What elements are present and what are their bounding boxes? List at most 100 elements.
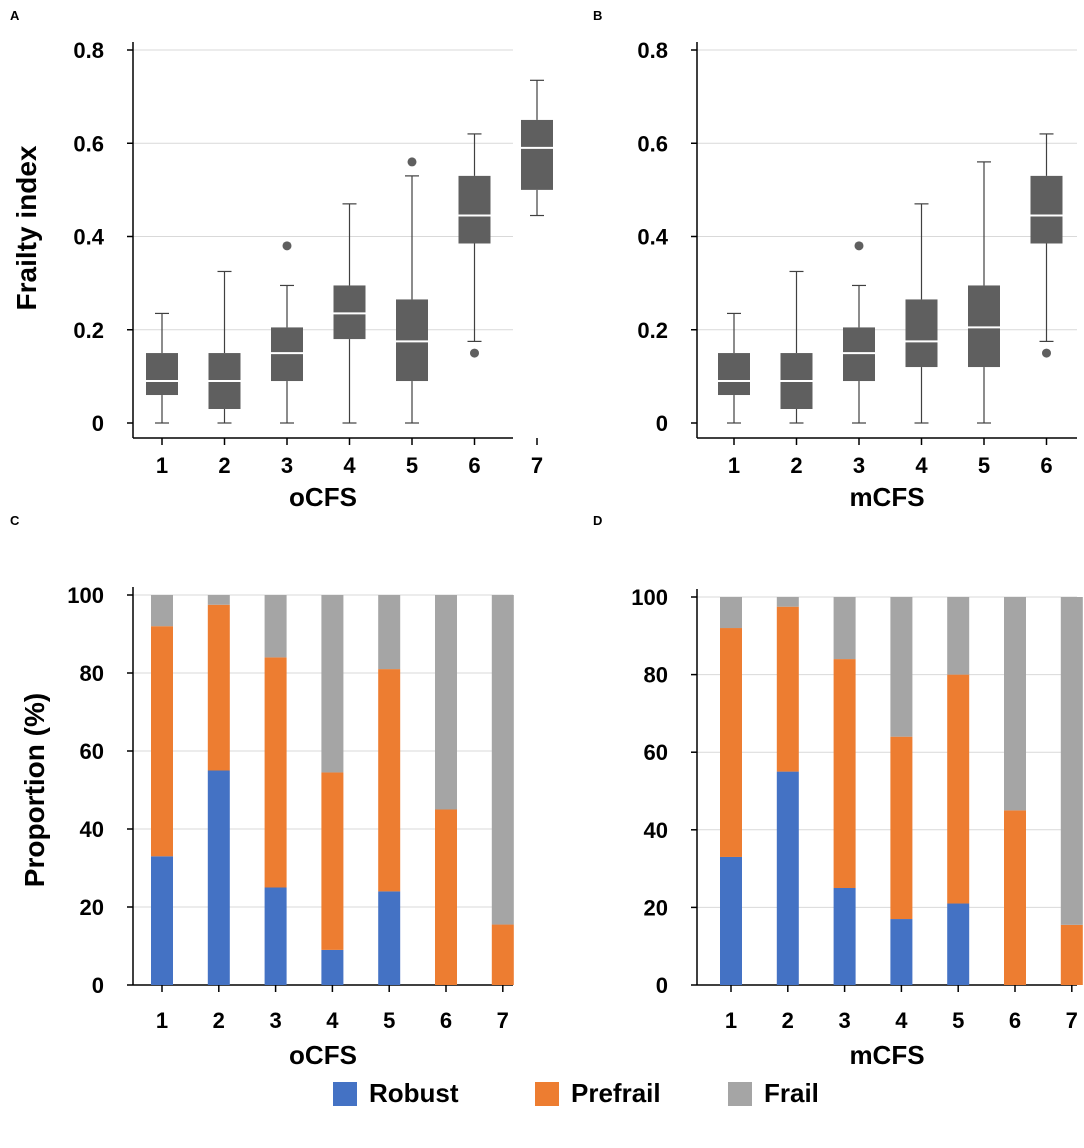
bar-d-robust-1 bbox=[720, 856, 742, 985]
bar-c-robust-3 bbox=[264, 887, 287, 985]
panel-b-ytick-label: 0 bbox=[656, 411, 668, 436]
panel-b-ytick-label: 0.8 bbox=[637, 38, 668, 63]
panel-d-xtick-label: 5 bbox=[952, 1008, 964, 1033]
box-b-3 bbox=[843, 327, 875, 382]
box-a-1 bbox=[146, 353, 178, 396]
legend-item-robust: Robust bbox=[333, 1078, 459, 1109]
panel-b-xtick-label: 5 bbox=[978, 453, 990, 478]
figure: A 0 0.2 0.4 0.6 0.8 1 2 3 4 5 6 7 oCFS Frailty index B 0… bbox=[10, 8, 1083, 1070]
legend: Robust Prefrail Frail bbox=[0, 1078, 1084, 1148]
bar-d-frail-3 bbox=[833, 597, 856, 660]
panel-d-x-axis-title: mCFS bbox=[849, 1040, 924, 1070]
bar-c-prefrail-3 bbox=[264, 657, 287, 888]
panel-a-xtick-label: 5 bbox=[406, 453, 418, 478]
bar-c-prefrail-7 bbox=[491, 924, 514, 985]
box-a-5 bbox=[396, 299, 428, 382]
panel-b-x-axis-title: mCFS bbox=[849, 482, 924, 512]
box-b-4 bbox=[905, 299, 938, 368]
bar-c-prefrail-2 bbox=[207, 604, 230, 771]
panel-c-x-axis-title: oCFS bbox=[289, 1040, 357, 1070]
bar-d-prefrail-5 bbox=[947, 674, 970, 904]
panel-d-xtick-label: 3 bbox=[838, 1008, 850, 1033]
panel-b-xtick-label: 4 bbox=[915, 453, 928, 478]
box-a-6 bbox=[458, 175, 491, 244]
bar-c-frail-5 bbox=[378, 595, 401, 670]
panel-a-ytick-label: 0.8 bbox=[73, 38, 104, 63]
bar-d-frail-7 bbox=[1060, 597, 1083, 925]
panel-c-y-axis-title: Proportion (%) bbox=[19, 693, 50, 887]
box-a-outlier bbox=[470, 348, 479, 358]
legend-swatch-robust bbox=[333, 1081, 357, 1106]
bar-c-frail-2 bbox=[207, 595, 230, 605]
panel-a-y-axis-title: Frailty index bbox=[11, 145, 42, 310]
bar-d-frail-6 bbox=[1004, 597, 1026, 811]
bar-c-robust-2 bbox=[207, 770, 230, 985]
box-a-outlier bbox=[282, 241, 292, 251]
box-b-5 bbox=[968, 285, 1000, 368]
box-b-outlier bbox=[854, 241, 864, 251]
panel-b-xtick-label: 6 bbox=[1040, 453, 1052, 478]
box-a-3 bbox=[271, 327, 303, 382]
legend-label-frail: Frail bbox=[764, 1078, 819, 1108]
panel-a-xtick-label: 2 bbox=[218, 453, 230, 478]
panel-d-xtick-label: 6 bbox=[1009, 1008, 1021, 1033]
bar-c-robust-1 bbox=[151, 856, 173, 985]
panel-c-xtick-label: 5 bbox=[383, 1008, 395, 1033]
legend-label-prefrail: Prefrail bbox=[571, 1078, 661, 1108]
panel-d-letter: D bbox=[593, 513, 602, 528]
panel-d-ytick-label: 0 bbox=[656, 973, 668, 998]
bar-d-prefrail-6 bbox=[1004, 810, 1026, 985]
box-a-4 bbox=[333, 285, 366, 340]
panel-c-ytick-label: 60 bbox=[80, 739, 104, 764]
panel-a-xtick-label: 1 bbox=[156, 453, 168, 478]
panel-c-xtick-label: 1 bbox=[156, 1008, 168, 1033]
bar-c-frail-7 bbox=[491, 595, 514, 925]
bar-d-frail-2 bbox=[776, 597, 799, 607]
panel-c-xtick-label: 6 bbox=[440, 1008, 452, 1033]
bar-c-frail-6 bbox=[435, 595, 457, 810]
bar-c-frail-1 bbox=[151, 595, 173, 627]
panel-d-xtick-label: 7 bbox=[1066, 1008, 1078, 1033]
panel-a-ytick-label: 0 bbox=[92, 411, 104, 436]
bar-d-prefrail-4 bbox=[890, 736, 913, 920]
panel-c-xtick-label: 2 bbox=[213, 1008, 225, 1033]
panel-d-ytick-label: 80 bbox=[644, 663, 668, 688]
panel-c-ytick-label: 100 bbox=[67, 583, 104, 608]
box-b-1 bbox=[718, 353, 750, 396]
panel-a-xtick-label: 7 bbox=[531, 453, 543, 478]
panel-d-xtick-label: 1 bbox=[725, 1008, 737, 1033]
panel-b-letter: B bbox=[593, 8, 602, 23]
panel-d-ytick-label: 40 bbox=[644, 818, 668, 843]
box-b-outlier bbox=[1042, 348, 1051, 358]
panel-c-letter: C bbox=[10, 513, 20, 528]
bar-d-prefrail-3 bbox=[833, 659, 856, 888]
bar-c-frail-3 bbox=[264, 595, 287, 658]
bar-c-prefrail-6 bbox=[435, 809, 457, 985]
bar-d-robust-2 bbox=[776, 771, 799, 985]
panel-a-letter: A bbox=[10, 8, 20, 23]
panel-c-xtick-label: 4 bbox=[326, 1008, 339, 1033]
bar-d-prefrail-1 bbox=[720, 628, 742, 857]
panel-d-ytick-label: 60 bbox=[644, 740, 668, 765]
legend-swatch-frail bbox=[728, 1081, 752, 1106]
bar-c-prefrail-5 bbox=[378, 669, 401, 892]
legend-item-prefrail: Prefrail bbox=[535, 1078, 661, 1109]
bar-c-frail-4 bbox=[321, 595, 344, 773]
panel-a-xtick-label: 4 bbox=[343, 453, 356, 478]
panel-c-ytick-label: 20 bbox=[80, 895, 104, 920]
panel-a-ytick-label: 0.4 bbox=[73, 225, 104, 250]
legend-swatch-prefrail bbox=[535, 1081, 559, 1106]
bar-d-prefrail-2 bbox=[776, 606, 799, 772]
legend-label-robust: Robust bbox=[369, 1078, 459, 1108]
panel-b-ytick-label: 0.2 bbox=[637, 318, 668, 343]
bar-d-robust-5 bbox=[947, 903, 970, 985]
panel-b-xtick-label: 2 bbox=[790, 453, 802, 478]
panel-b-xtick-label: 1 bbox=[728, 453, 740, 478]
panel-a-x-axis-title: oCFS bbox=[289, 482, 357, 512]
panel-c-xtick-label: 3 bbox=[269, 1008, 281, 1033]
bar-d-robust-3 bbox=[833, 888, 856, 985]
panel-d-xtick-label: 4 bbox=[895, 1008, 908, 1033]
panel-c-xtick-label: 7 bbox=[497, 1008, 509, 1033]
bar-c-robust-5 bbox=[378, 891, 401, 985]
bar-d-frail-4 bbox=[890, 597, 913, 737]
